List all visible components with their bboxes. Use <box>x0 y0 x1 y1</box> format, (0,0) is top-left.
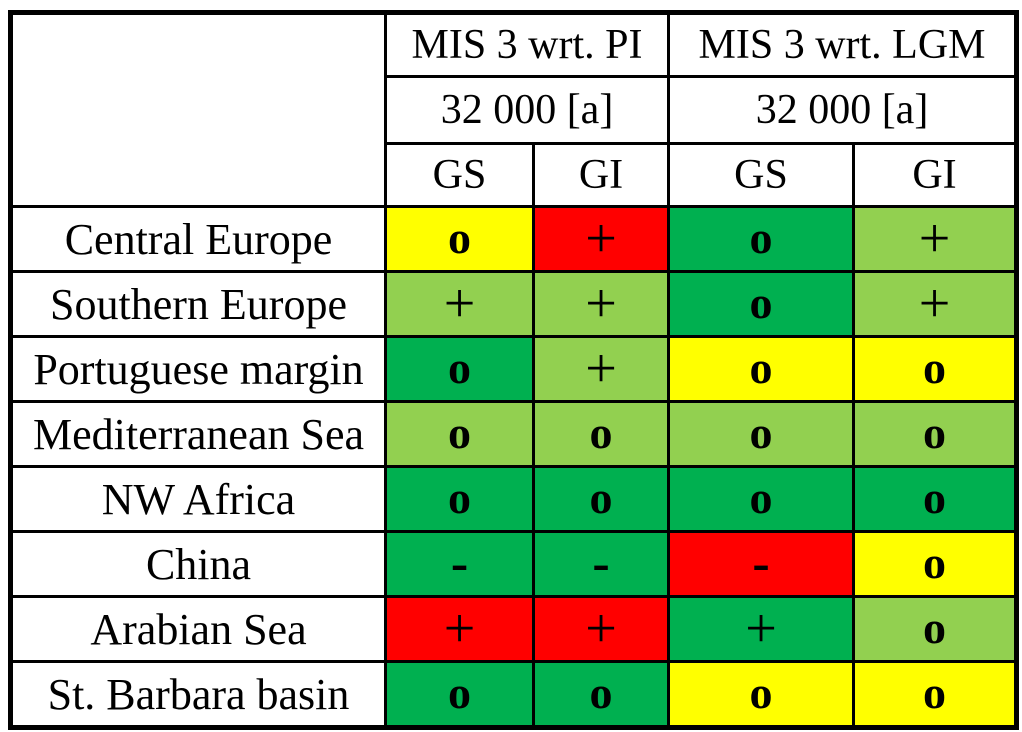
result-cell: + <box>384 595 535 663</box>
result-symbol: o <box>589 406 613 458</box>
result-cell: o <box>532 400 670 468</box>
result-cell: o <box>384 400 535 468</box>
header-row-subcolumns: GS GI GS GI <box>11 142 1019 208</box>
result-cell: o <box>384 205 535 273</box>
period-pi: 32 000 [a] <box>384 75 670 145</box>
header-row-period: 32 000 [a] 32 000 [a] <box>11 75 1019 145</box>
result-cell: o <box>532 465 670 533</box>
table-row: Arabian Sea + + + o <box>9 595 1019 663</box>
subcol-pi-gs: GS <box>384 142 535 208</box>
table-row: Central Europe o + o + <box>9 205 1019 273</box>
result-symbol: o <box>448 666 471 718</box>
result-cell: o <box>384 335 535 403</box>
result-symbol: o <box>749 341 773 393</box>
result-cell: + <box>384 270 535 338</box>
result-symbol: o <box>923 341 946 393</box>
result-symbol: o <box>448 211 471 263</box>
result-symbol: o <box>923 471 946 523</box>
result-cell: o <box>851 595 1019 663</box>
table-row: China - - - o <box>9 530 1019 598</box>
result-symbol: + <box>585 272 617 335</box>
result-cell: + <box>532 205 670 273</box>
result-cell: o <box>667 400 855 468</box>
result-cell: + <box>532 270 670 338</box>
result-symbol: + <box>745 597 777 660</box>
table-header: MIS 3 wrt. PI MIS 3 wrt. LGM 32 000 [a] … <box>9 11 1019 208</box>
result-symbol: + <box>585 597 617 660</box>
result-cell: - <box>667 530 855 598</box>
result-cell: o <box>851 335 1019 403</box>
region-label: Portuguese margin <box>9 335 387 403</box>
result-cell: + <box>532 595 670 663</box>
data-model-comparison-table: MIS 3 wrt. PI MIS 3 wrt. LGM 32 000 [a] … <box>8 10 1020 730</box>
group-title-lgm: MIS 3 wrt. LGM <box>666 11 1019 78</box>
result-symbol: o <box>589 471 613 523</box>
result-symbol: + <box>585 207 617 270</box>
region-label: Central Europe <box>9 205 387 273</box>
result-symbol: - <box>592 534 610 592</box>
table-body: Central Europe o + o + Southern Europe +… <box>9 205 1019 729</box>
result-symbol: + <box>443 272 476 335</box>
region-label: Arabian Sea <box>9 595 387 663</box>
result-symbol: o <box>448 406 471 458</box>
result-cell: o <box>667 335 855 403</box>
result-symbol: - <box>752 534 770 592</box>
result-cell: o <box>851 660 1019 729</box>
result-symbol: o <box>448 341 471 393</box>
result-cell: - <box>532 530 670 598</box>
region-label: NW Africa <box>9 465 387 533</box>
result-symbol: + <box>918 272 951 335</box>
table-row: NW Africa o o o o <box>9 465 1019 533</box>
result-cell: + <box>667 595 855 663</box>
region-label: Southern Europe <box>9 270 387 338</box>
region-label: St. Barbara basin <box>9 660 387 729</box>
result-symbol: - <box>450 534 469 592</box>
table-row: Mediterranean Sea o o o o <box>9 400 1019 468</box>
result-symbol: + <box>585 337 617 400</box>
table-row: Southern Europe + + o + <box>9 270 1019 338</box>
corner-cell <box>9 11 387 208</box>
result-cell: o <box>851 465 1019 533</box>
result-symbol: o <box>923 666 946 718</box>
result-symbol: o <box>589 666 613 718</box>
subcol-pi-gi: GI <box>532 142 670 208</box>
result-symbol: o <box>749 471 773 523</box>
result-symbol: o <box>923 601 946 653</box>
result-cell: o <box>851 400 1019 468</box>
result-cell: o <box>851 530 1019 598</box>
result-cell: o <box>667 205 855 273</box>
result-symbol: o <box>923 406 946 458</box>
region-label: China <box>9 530 387 598</box>
result-symbol: o <box>923 536 946 588</box>
header-row-titles: MIS 3 wrt. PI MIS 3 wrt. LGM <box>9 11 1019 208</box>
result-cell: o <box>667 660 855 729</box>
result-symbol: o <box>749 406 773 458</box>
result-cell: o <box>384 660 535 729</box>
result-cell: o <box>384 465 535 533</box>
result-symbol: o <box>749 276 773 328</box>
subcol-lgm-gs: GS <box>667 142 855 208</box>
result-symbol: o <box>749 211 773 263</box>
result-symbol: + <box>443 597 476 660</box>
period-lgm: 32 000 [a] <box>666 75 1019 145</box>
result-cell: + <box>851 205 1019 273</box>
region-label: Mediterranean Sea <box>9 400 387 468</box>
result-symbol: + <box>918 207 951 270</box>
result-symbol: o <box>448 471 471 523</box>
result-cell: o <box>532 660 670 729</box>
result-cell: o <box>667 465 855 533</box>
table-row: St. Barbara basin o o o o <box>9 660 1019 729</box>
result-cell: + <box>532 335 670 403</box>
table-row: Portuguese margin o + o o <box>9 335 1019 403</box>
result-cell: + <box>851 270 1019 338</box>
result-symbol: o <box>749 666 773 718</box>
result-cell: - <box>384 530 535 598</box>
subcol-lgm-gi: GI <box>851 142 1019 208</box>
result-cell: o <box>667 270 855 338</box>
group-title-pi: MIS 3 wrt. PI <box>384 11 670 78</box>
